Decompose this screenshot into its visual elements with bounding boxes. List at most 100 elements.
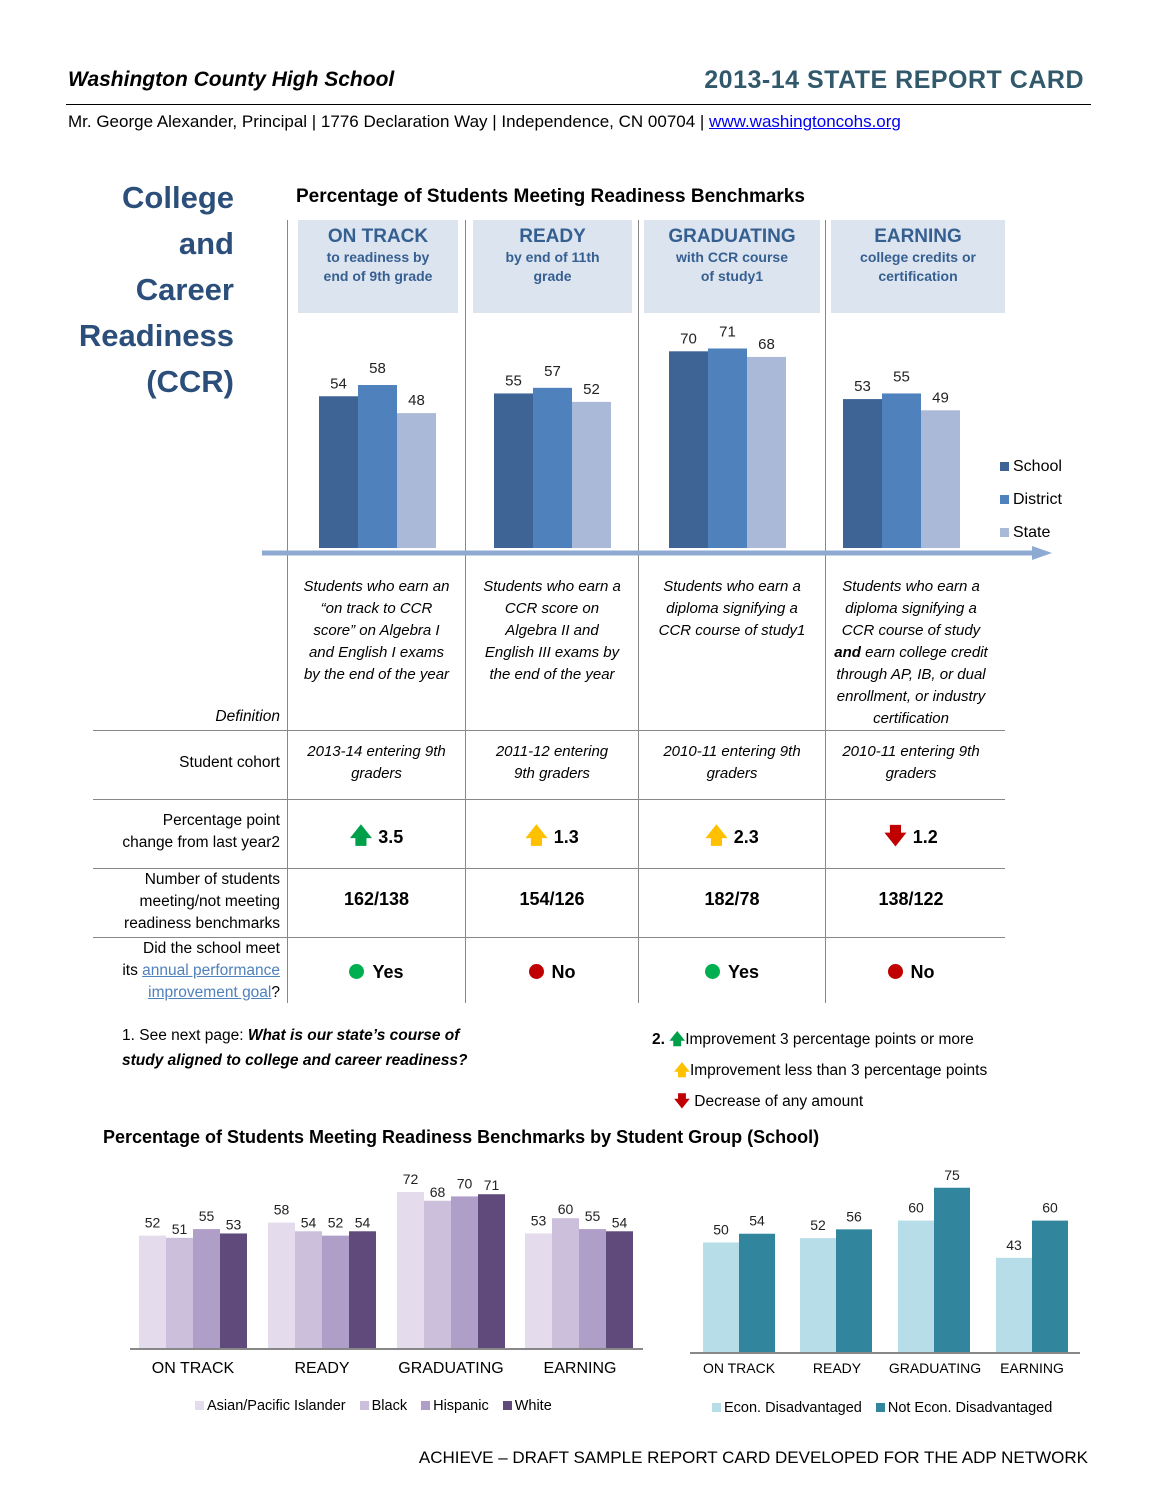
legend-swatch [1000, 495, 1009, 504]
row-label-line: its annual performance [93, 960, 280, 982]
data-label: 60 [558, 1201, 574, 1217]
change-cell: 🡇 1.2 [826, 819, 996, 857]
legend-item: Hispanic [421, 1398, 489, 1414]
footer: ACHIEVE – DRAFT SAMPLE REPORT CARD DEVEL… [418, 1448, 1088, 1467]
bar [451, 1196, 478, 1349]
bar [397, 1192, 424, 1349]
cohort-cell: 2013-14 entering 9th graders [288, 741, 465, 785]
data-label: 53 [226, 1216, 242, 1232]
row-label-text: ? [271, 984, 280, 1001]
legend-label: Econ. Disadvantaged [724, 1400, 862, 1416]
bar [349, 1231, 376, 1349]
bar [882, 393, 921, 548]
definition-line: through AP, IB, or dual [836, 666, 986, 683]
cohort-cell: 2010-11 entering 9th graders [639, 741, 825, 785]
chart-title: Percentage of Students Meeting Readiness… [296, 186, 805, 207]
bar [934, 1187, 970, 1352]
footnote-2: 2. 🡅Improvement 3 percentage points or m… [652, 1024, 987, 1117]
definition-line: the end of the year [489, 666, 615, 683]
bar [996, 1257, 1032, 1352]
section-title-line: (CCR) [146, 364, 234, 399]
website-link[interactable]: www.washingtoncohs.org [709, 112, 901, 131]
x-tick-label: GRADUATING [398, 1360, 504, 1377]
data-label: 58 [274, 1202, 290, 1218]
arrow-up-icon: 🡅 [669, 1030, 686, 1048]
goal-cell: No [826, 962, 996, 983]
data-label: 50 [713, 1222, 729, 1238]
annual-goal-link[interactable]: improvement goal [148, 984, 272, 1001]
section-title-line: College [122, 180, 234, 215]
bar [572, 401, 611, 548]
change-cell: 🡅 1.3 [466, 819, 638, 857]
column-header-2: GRADUATING with CCR course of study1 [644, 220, 820, 313]
bar [579, 1229, 606, 1349]
cohort-cell: 2010-11 entering 9th graders [826, 741, 996, 785]
definition-cell: Students who earn an “on track to CCR scor… [288, 576, 465, 686]
data-label: 60 [1042, 1200, 1058, 1216]
footnote-1-prefix: 1. See next page: [122, 1027, 248, 1044]
address-line: Mr. George Alexander, Principal | 1776 D… [68, 112, 901, 132]
x-tick-label: ON TRACK [702, 1360, 776, 1376]
x-tick-label: EARNING [543, 1360, 617, 1377]
bar [525, 1233, 552, 1349]
row-divider [93, 730, 1005, 731]
row-divider [93, 868, 1005, 869]
definition-cell: Students who earn a diploma signifying a C… [639, 576, 825, 642]
change-value: 3.5 [378, 827, 404, 847]
definition-line: Students who earn a [842, 578, 980, 595]
legend-swatch [502, 1401, 512, 1410]
column-subtitle: college credits or [860, 249, 976, 265]
column-header-0: ON TRACK to readiness by end of 9th grade [298, 220, 458, 313]
column-title: EARNING [874, 226, 962, 247]
definition-line: and earn college credit [826, 642, 996, 664]
cohort-line: 2010-11 entering 9th [663, 743, 801, 760]
legend-swatch [195, 1401, 204, 1410]
arrow-down-icon: 🡇 [884, 824, 907, 849]
definition-line: score” on Algebra I [313, 622, 440, 639]
x-tick-label: ON TRACK [151, 1360, 235, 1377]
legend-swatch [875, 1403, 885, 1412]
data-label: 54 [612, 1214, 628, 1230]
status-dot-icon [528, 964, 544, 979]
column-title: GRADUATING [668, 226, 796, 247]
column-subtitle: certification [878, 268, 958, 284]
goal-value: Yes [372, 962, 404, 982]
data-label: 54 [330, 375, 347, 392]
data-label: 43 [1006, 1237, 1022, 1253]
data-label: 54 [749, 1213, 765, 1229]
row-label-line: change from last year2 [122, 834, 280, 851]
bar [1032, 1220, 1068, 1352]
row-label-goal: Did the school meet its annual performanc… [93, 938, 280, 1004]
column-title: READY [519, 226, 586, 247]
group-chart-title: Percentage of Students Meeting Readiness… [103, 1127, 820, 1147]
data-label: 55 [893, 368, 910, 385]
arrow-up-icon: 🡅 [349, 824, 373, 849]
data-label: 70 [680, 330, 697, 347]
legend-swatch [712, 1403, 721, 1412]
status-dot-icon [704, 964, 720, 979]
goal-cell: Yes [288, 962, 465, 983]
report-title: 2013-14 STATE REPORT CARD [704, 66, 1084, 94]
data-label: 51 [172, 1221, 188, 1237]
row-label-line: Number of students [144, 871, 280, 888]
definition-line: Students who earn an [303, 578, 450, 595]
bar [669, 351, 708, 548]
legend-swatch [1000, 462, 1009, 471]
legend-label: Hispanic [433, 1398, 489, 1414]
legend-item: White [502, 1398, 552, 1414]
column-header-1: READY by end of 11th grade [473, 220, 632, 313]
annual-goal-link[interactable]: annual performance [142, 962, 280, 979]
data-label: 55 [199, 1208, 215, 1224]
data-label: 71 [719, 323, 736, 340]
bar [708, 348, 747, 548]
definition-line: Students who earn a [663, 578, 801, 595]
definition-line: CCR course of study [841, 622, 981, 639]
change-value: 1.3 [553, 827, 579, 847]
column-subtitle: grade [533, 268, 572, 284]
definition-line: CCR course of study1 [658, 622, 806, 639]
column-subtitle: by end of 11th [505, 249, 600, 265]
students-count: 182/78 [704, 889, 760, 909]
legend-label: Not Econ. Disadvantaged [887, 1400, 1053, 1416]
